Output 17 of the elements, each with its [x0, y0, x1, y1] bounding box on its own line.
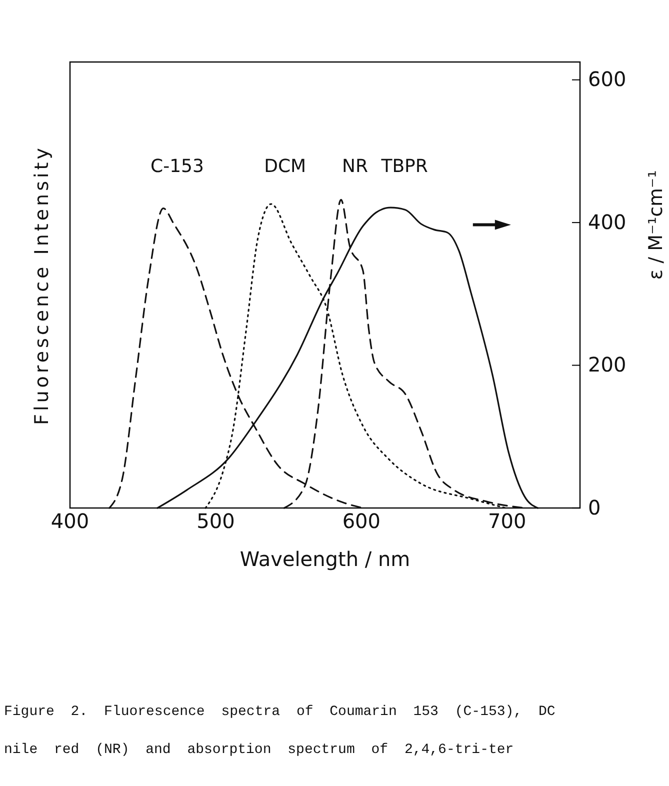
y2-tick-label: 0 — [588, 495, 601, 520]
y2-axis-title: ε / M⁻¹cm⁻¹ — [645, 170, 667, 280]
x-tick-label: 700 — [488, 509, 526, 534]
series-label: TBPR — [380, 156, 428, 177]
y-axis-title: Fluorescence Intensity — [31, 145, 53, 425]
y2-tick-label: 600 — [588, 67, 626, 92]
caption: Figure 2. Fluorescence spectra of Coumarin 153 (C-153), DC — [4, 704, 556, 720]
x-axis-title: Wavelength / nm — [240, 547, 410, 571]
x-tick-label: 500 — [196, 509, 235, 534]
series-label: NR — [342, 156, 368, 177]
y2-tick-label: 400 — [588, 210, 626, 234]
series-label: C-153 — [150, 156, 204, 177]
x-tick-label: 600 — [342, 509, 381, 534]
y2-tick-label: 200 — [588, 352, 626, 377]
series-label: DCM — [264, 156, 306, 177]
text: nile red (NR) and absorption spectrum of 2,4,6-tri-ter — [4, 742, 514, 758]
x-tick-label: 400 — [50, 509, 90, 534]
